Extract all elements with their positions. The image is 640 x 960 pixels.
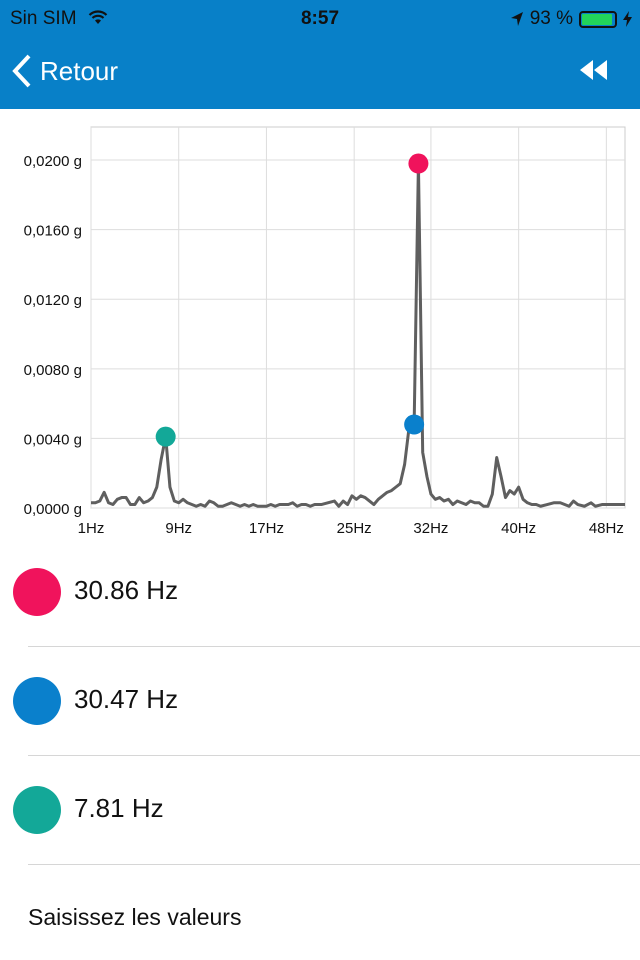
chevron-left-icon xyxy=(12,54,31,88)
y-tick-label: 0,0000 g xyxy=(24,501,82,518)
location-arrow-icon xyxy=(510,12,523,26)
y-tick-label: 0,0160 g xyxy=(24,223,82,240)
back-button[interactable]: Retour xyxy=(12,54,118,88)
peak-marker xyxy=(408,153,429,174)
x-tick-label: 9Hz xyxy=(165,520,192,537)
carrier-wifi: Sin SIM xyxy=(10,8,108,30)
peak-frequency: 7.81 Hz xyxy=(74,793,164,823)
spectrum-chart: 0,0000 g 0,0040 g 0,0080 g 0,0120 g 0,0160 g… xyxy=(24,126,626,537)
y-tick-label: 0,0120 g xyxy=(24,292,82,309)
peak-frequency: 30.86 Hz xyxy=(74,575,179,605)
carrier-label: Sin SIM xyxy=(10,8,77,29)
battery-percent: 93 % xyxy=(529,8,573,29)
nav-bar: Retour xyxy=(0,50,640,96)
peak-row[interactable]: 30.47 Hz xyxy=(0,646,640,755)
clock: 8:57 xyxy=(300,8,340,29)
x-tick-label: 1Hz xyxy=(78,520,105,537)
peak-frequency: 30.47 Hz xyxy=(74,684,179,714)
peak-marker xyxy=(404,414,425,435)
peak-row[interactable]: 30.86 Hz xyxy=(0,537,640,646)
peak-marker xyxy=(155,426,176,447)
enter-values-button[interactable]: Saisissez les valeurs xyxy=(28,904,242,930)
divider xyxy=(28,646,640,647)
y-tick-label: 0,0200 g xyxy=(24,153,82,170)
battery-icon xyxy=(579,10,617,28)
app-header: Sin SIM 8:57 93 % Retour xyxy=(0,0,640,109)
plot-frame xyxy=(90,126,626,509)
divider xyxy=(28,755,640,756)
x-tick-label: 48Hz xyxy=(589,520,624,537)
x-tick-label: 25Hz xyxy=(337,520,372,537)
divider xyxy=(28,864,640,865)
charging-bolt-icon xyxy=(623,11,632,27)
x-tick-label: 40Hz xyxy=(501,520,536,537)
peak-color-dot xyxy=(13,786,61,834)
x-tick-label: 17Hz xyxy=(249,520,284,537)
status-bar: Sin SIM 8:57 93 % xyxy=(0,0,640,38)
wifi-icon xyxy=(88,10,108,24)
back-label: Retour xyxy=(40,55,119,86)
x-tick-label: 32Hz xyxy=(413,520,448,537)
spectrum-line xyxy=(91,162,625,508)
status-right: 93 % xyxy=(510,8,632,30)
peak-color-dot xyxy=(13,677,61,725)
peak-color-dot xyxy=(13,568,61,616)
rewind-icon xyxy=(580,60,607,80)
peak-row[interactable]: 7.81 Hz xyxy=(0,755,640,864)
y-tick-label: 0,0080 g xyxy=(24,362,82,379)
rewind-button[interactable] xyxy=(578,58,610,87)
y-tick-label: 0,0040 g xyxy=(24,431,82,448)
